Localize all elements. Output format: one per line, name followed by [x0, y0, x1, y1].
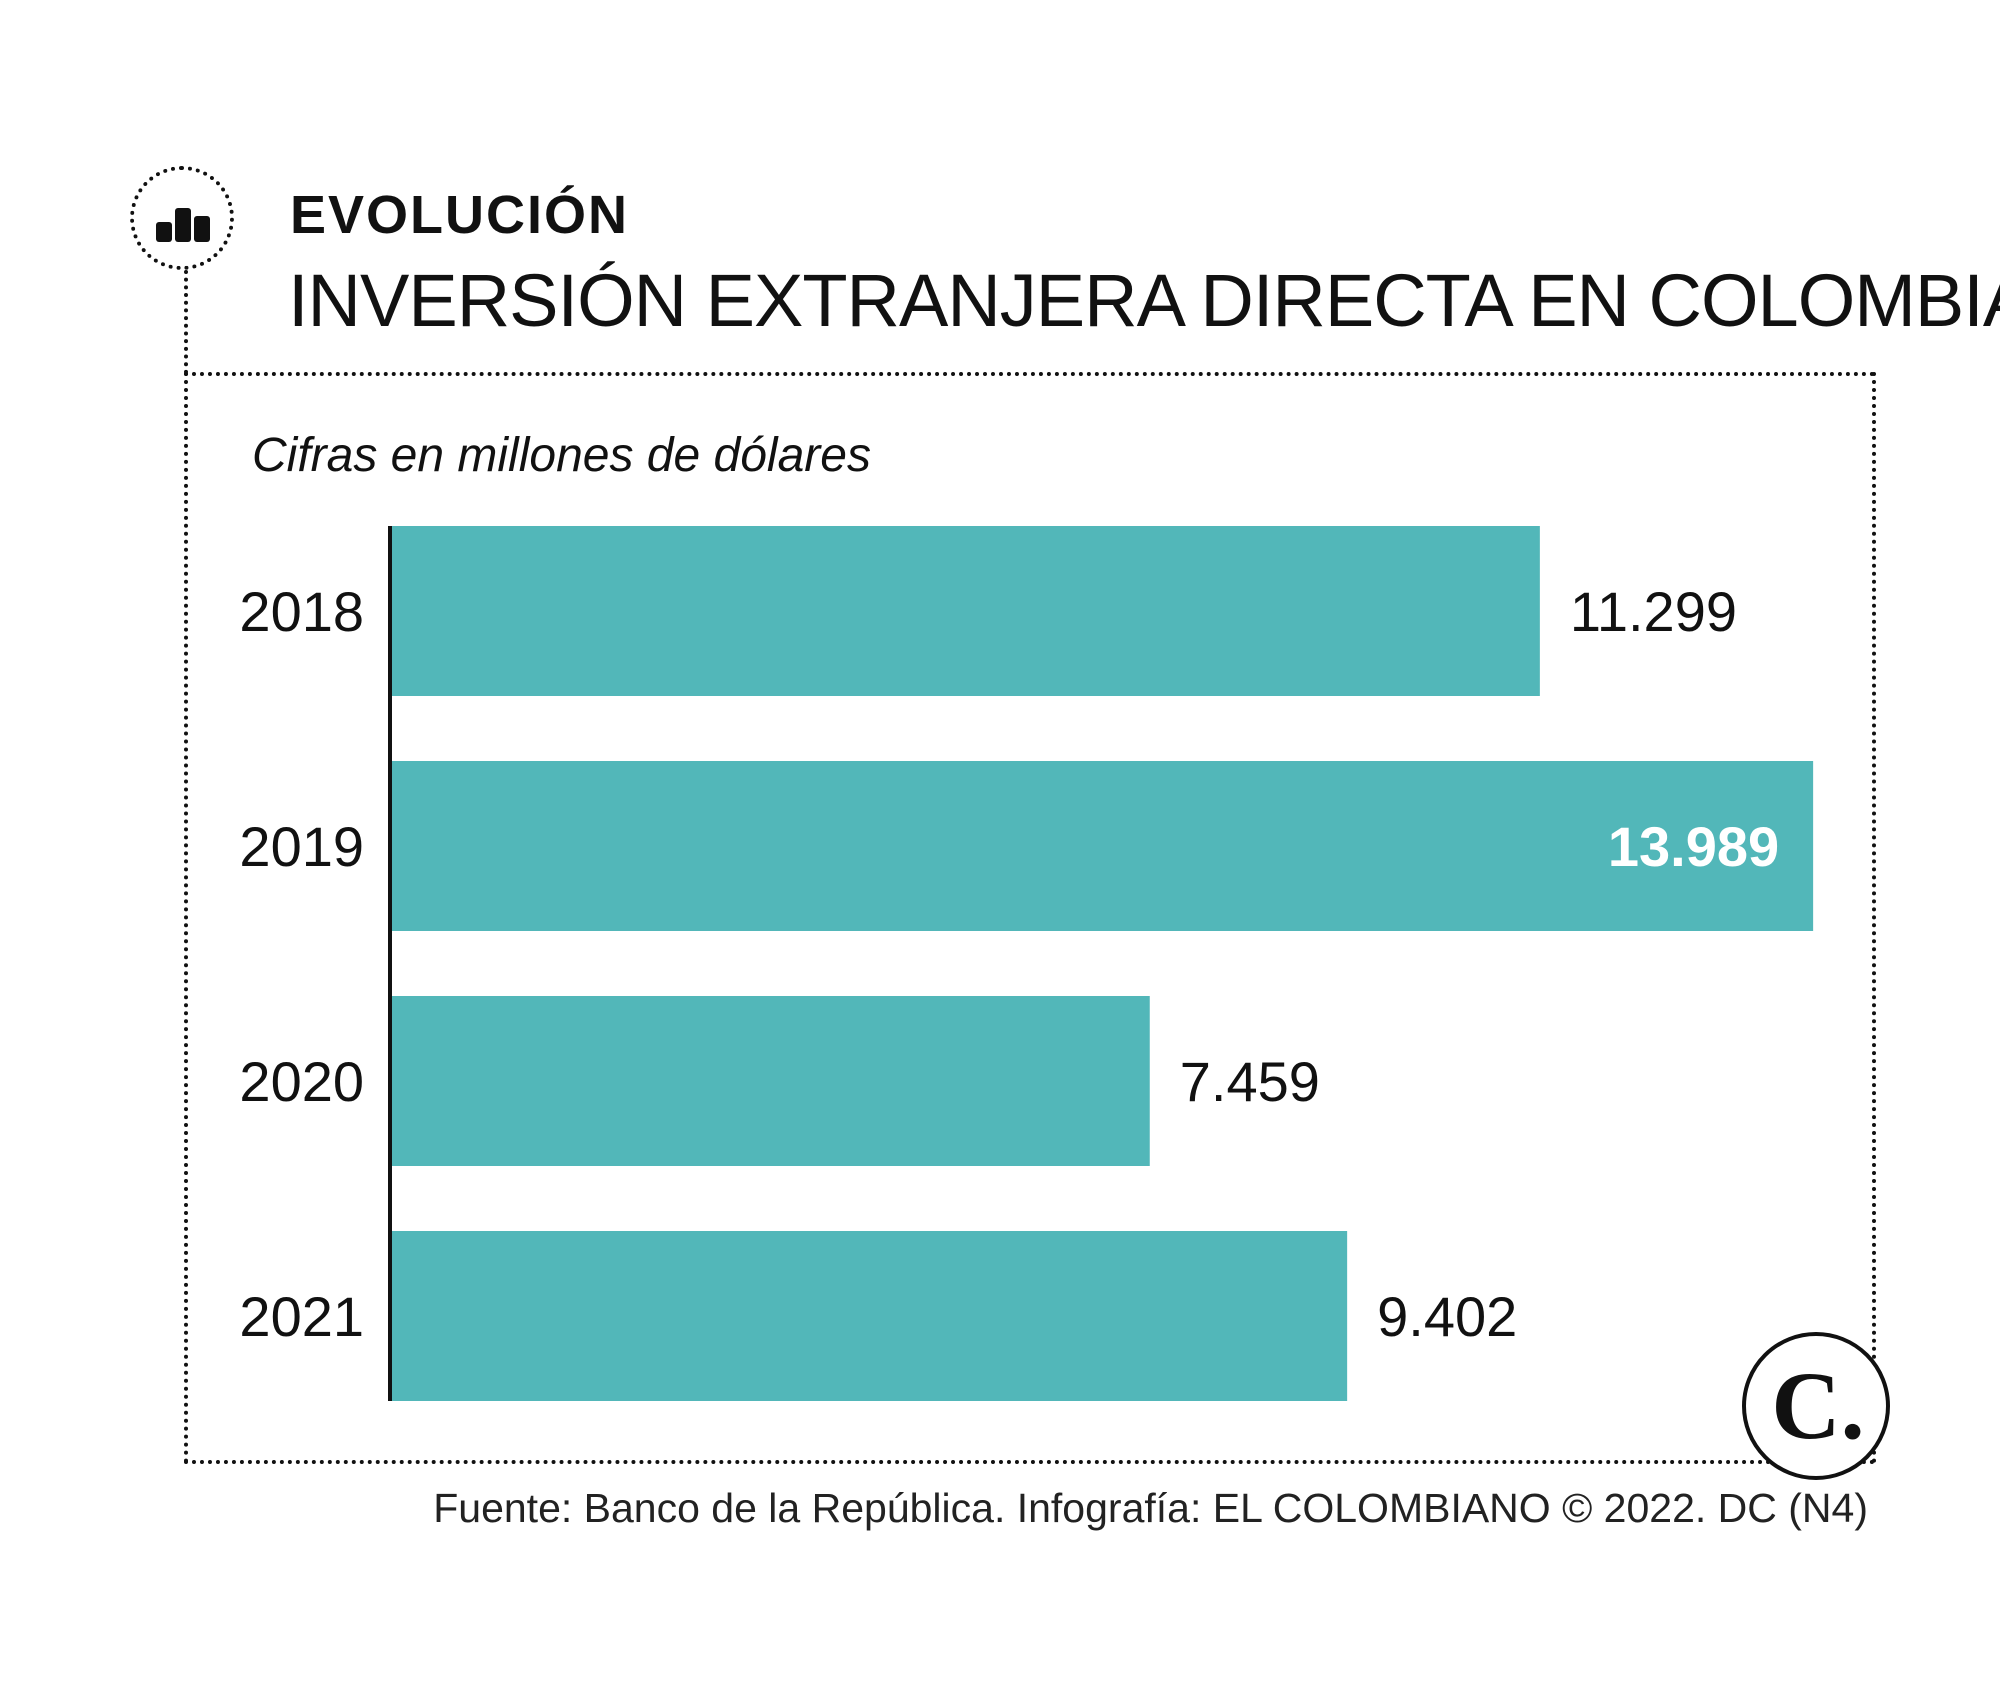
- source-credit: Fuente: Banco de la República. Infografí…: [433, 1485, 1868, 1531]
- value-label-2021: 9.402: [1377, 1285, 1517, 1348]
- dotted-connector: [184, 270, 188, 374]
- bar-2021: [392, 1231, 1348, 1401]
- value-label-2018: 11.299: [1570, 580, 1737, 643]
- chart-title: INVERSIÓN EXTRANJERA DIRECTA EN COLOMBIA: [288, 259, 2000, 342]
- units-note: Cifras en millones de dólares: [252, 429, 871, 482]
- category-label-2018: 2018: [239, 580, 364, 643]
- bar-2020: [392, 996, 1150, 1166]
- category-label-2019: 2019: [239, 815, 364, 878]
- category-label-2021: 2021: [239, 1285, 364, 1348]
- chart-frame: [184, 372, 1876, 1464]
- value-label-2019: 13.989: [1608, 815, 1779, 878]
- logo-text: C.: [1771, 1352, 1865, 1459]
- bar-2019: [392, 761, 1814, 931]
- bar-2018: [392, 526, 1540, 696]
- el-colombiano-logo: C.: [1742, 1332, 1890, 1480]
- value-label-2020: 7.459: [1180, 1050, 1320, 1113]
- bar-chart-icon: [156, 208, 210, 242]
- chart-badge: [130, 166, 234, 270]
- section-kicker: EVOLUCIÓN: [290, 185, 630, 245]
- category-label-2020: 2020: [239, 1050, 364, 1113]
